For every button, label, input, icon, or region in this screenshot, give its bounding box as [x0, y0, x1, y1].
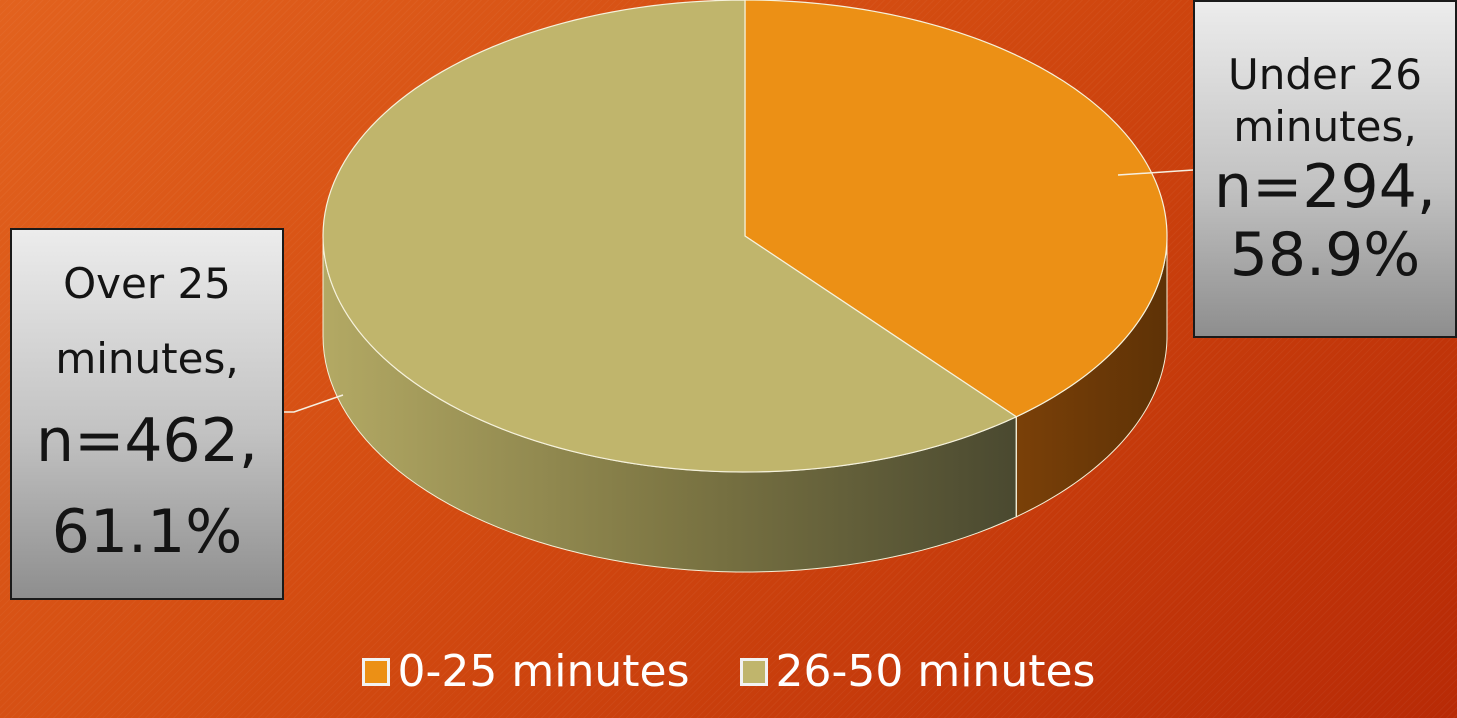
- data-label-line: minutes,: [1233, 102, 1417, 151]
- data-label-0-25-minutes: Under 26 minutes, n=294, 58.9%: [1193, 0, 1457, 338]
- pie-slice-26-50-minutes[interactable]: [322, 0, 1018, 473]
- pie-top-faces: [322, 0, 1168, 473]
- legend-label: 0-25 minutes: [397, 646, 690, 697]
- legend-label: 26-50 minutes: [775, 646, 1096, 697]
- data-label-percent: 61.1%: [51, 496, 243, 567]
- legend-swatch-0-25-minutes: [361, 658, 390, 686]
- data-label-count: n=462,: [36, 406, 258, 477]
- data-label-line: Over 25: [63, 259, 231, 309]
- chart-legend: 0-25 minutes 26-50 minutes: [0, 637, 1457, 707]
- legend-item-26-50-minutes[interactable]: 26-50 minutes: [739, 646, 1096, 698]
- pie-slice-0-25-minutes[interactable]: [744, 0, 1168, 418]
- data-label-26-50-minutes: Over 25 minutes, n=462, 61.1%: [10, 228, 284, 600]
- data-label-line: minutes,: [55, 333, 239, 383]
- leader-lines: [284, 169, 1194, 413]
- data-label-line: Under 26: [1228, 50, 1422, 99]
- leader-line-0-25-minutes: [1117, 169, 1194, 176]
- data-label-percent: 58.9%: [1229, 220, 1421, 290]
- leader-line-26-50-minutes: [284, 394, 344, 413]
- legend-item-0-25-minutes[interactable]: 0-25 minutes: [361, 646, 690, 698]
- data-label-count: n=294,: [1214, 152, 1436, 222]
- legend-swatch-26-50-minutes: [739, 658, 768, 686]
